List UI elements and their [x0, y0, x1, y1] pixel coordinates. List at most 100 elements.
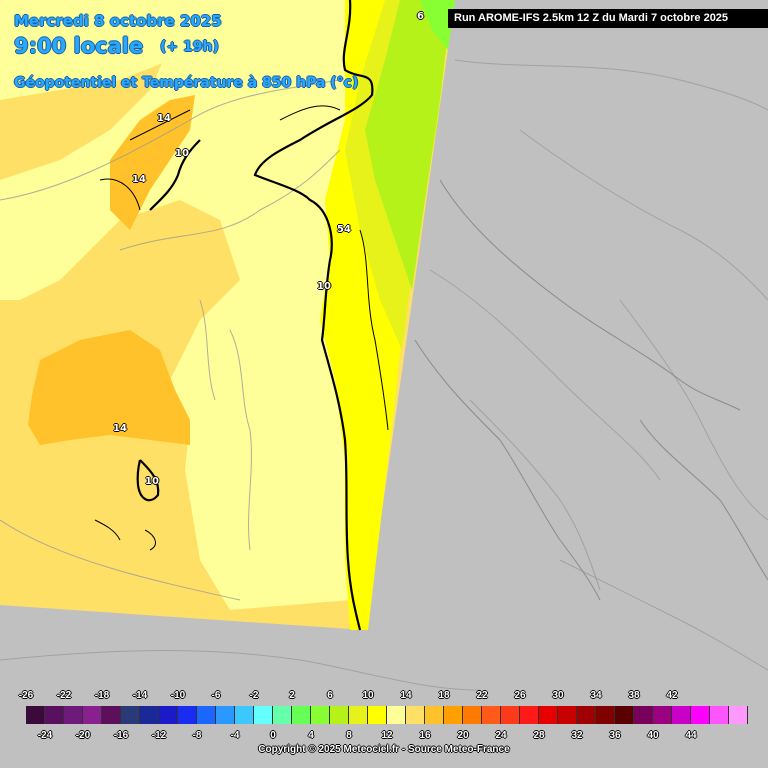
scale-swatch [425, 706, 444, 724]
scale-swatch [387, 706, 406, 724]
scale-label-upper: 18 [438, 690, 450, 701]
scale-swatch [273, 706, 292, 724]
parameter-title: Géopotentiel et Température à 850 hPa (°… [14, 75, 359, 91]
scale-label-lower: -12 [151, 730, 167, 741]
scale-swatch [482, 706, 501, 724]
scale-swatch [235, 706, 254, 724]
scale-swatch [216, 706, 235, 724]
zone-14-16-blob [28, 330, 190, 445]
forecast-lead-time: (+ 19h) [160, 39, 219, 55]
scale-label-lower: 24 [495, 730, 507, 741]
zone-2-4 [420, 0, 455, 50]
scale-label-upper: -2 [249, 690, 259, 701]
scale-label-upper: 6 [327, 690, 333, 701]
scale-label-upper: 34 [590, 690, 602, 701]
contour-label: 14 [113, 423, 127, 434]
contour-label: 6 [417, 11, 424, 22]
scale-swatch [406, 706, 425, 724]
thin-contours [94, 105, 389, 551]
contour-label: 14 [157, 113, 171, 124]
scale-label-lower: 0 [270, 730, 276, 741]
scale-label-upper: 10 [362, 690, 374, 701]
scale-swatch [102, 706, 121, 724]
run-info-banner: Run AROME-IFS 2.5km 12 Z du Mardi 7 octo… [448, 9, 768, 28]
scale-label-upper: 42 [666, 690, 678, 701]
scale-swatch [83, 706, 102, 724]
scale-label-upper: 30 [552, 690, 564, 701]
scale-label-upper: -18 [94, 690, 110, 701]
scale-swatch [121, 706, 140, 724]
contour-label: 54 [337, 224, 351, 235]
scale-label-lower: 36 [609, 730, 621, 741]
scale-label-lower: 40 [647, 730, 659, 741]
scale-label-upper: -14 [132, 690, 148, 701]
scale-label-upper: 26 [514, 690, 526, 701]
scale-swatch [691, 706, 710, 724]
forecast-time: 9:00 locale [14, 34, 144, 58]
scale-swatch [292, 706, 311, 724]
scale-swatch [615, 706, 634, 724]
contour-label: 14 [132, 174, 146, 185]
scale-swatch [463, 706, 482, 724]
scale-label-upper: 2 [289, 690, 295, 701]
scale-swatch [444, 706, 463, 724]
contour-lines [136, 0, 374, 631]
outside-coast [414, 179, 768, 601]
zone-10-12 [0, 0, 350, 610]
forecast-date: Mercredi 8 octobre 2025 [14, 12, 222, 30]
scale-label-lower: 16 [419, 730, 431, 741]
scale-label-lower: 32 [571, 730, 583, 741]
scale-label-upper: -22 [56, 690, 72, 701]
contour-label: 10 [175, 148, 189, 159]
scale-swatch [539, 706, 558, 724]
scale-swatch [596, 706, 615, 724]
contour-label: 10 [317, 281, 331, 292]
scale-swatch [197, 706, 216, 724]
zone-4-6 [365, 0, 452, 290]
scale-label-lower: -8 [192, 730, 202, 741]
scale-label-lower: 12 [381, 730, 393, 741]
scale-swatch [634, 706, 653, 724]
scale-swatch [254, 706, 273, 724]
scale-label-upper: 38 [628, 690, 640, 701]
scale-label-upper: 22 [476, 690, 488, 701]
scale-label-lower: -20 [75, 730, 91, 741]
scale-label-lower: 4 [308, 730, 314, 741]
scale-swatch [45, 706, 64, 724]
scale-label-lower: 20 [457, 730, 469, 741]
scale-swatch [178, 706, 197, 724]
color-scale: -26 -22 -18 -14 -10 -6 -2 2 6 10 14 18 22 26 30 34 38 42 … [0, 684, 768, 768]
copyright-text: Copyright © 2025 Meteociel.fr - Source M… [258, 744, 510, 755]
borders [0, 59, 768, 691]
scale-swatch [368, 706, 387, 724]
contour-label: 10 [145, 476, 159, 487]
scale-label-lower: -16 [113, 730, 129, 741]
scale-label-lower: -4 [230, 730, 240, 741]
scale-swatch [558, 706, 577, 724]
scale-label-upper: -6 [211, 690, 221, 701]
zone-10-12-west [0, 0, 190, 100]
scale-swatch [520, 706, 539, 724]
scale-swatch [64, 706, 83, 724]
scale-swatch [710, 706, 729, 724]
scale-swatch [330, 706, 349, 724]
scale-label-lower: 44 [685, 730, 697, 741]
scale-swatch [140, 706, 159, 724]
scale-label-lower: -24 [37, 730, 53, 741]
scale-bar [26, 706, 748, 724]
scale-label-lower: 8 [346, 730, 352, 741]
scale-label-upper: -10 [170, 690, 186, 701]
scale-swatch [672, 706, 691, 724]
scale-label-upper: -26 [18, 690, 34, 701]
scale-swatch [501, 706, 520, 724]
scale-label-upper: 14 [400, 690, 412, 701]
scale-swatch [349, 706, 368, 724]
scale-swatch [26, 706, 45, 724]
scale-swatch [653, 706, 672, 724]
scale-swatch [159, 706, 178, 724]
scale-label-lower: 28 [533, 730, 545, 741]
scale-swatch [729, 706, 748, 724]
scale-swatch [577, 706, 596, 724]
scale-swatch [311, 706, 330, 724]
